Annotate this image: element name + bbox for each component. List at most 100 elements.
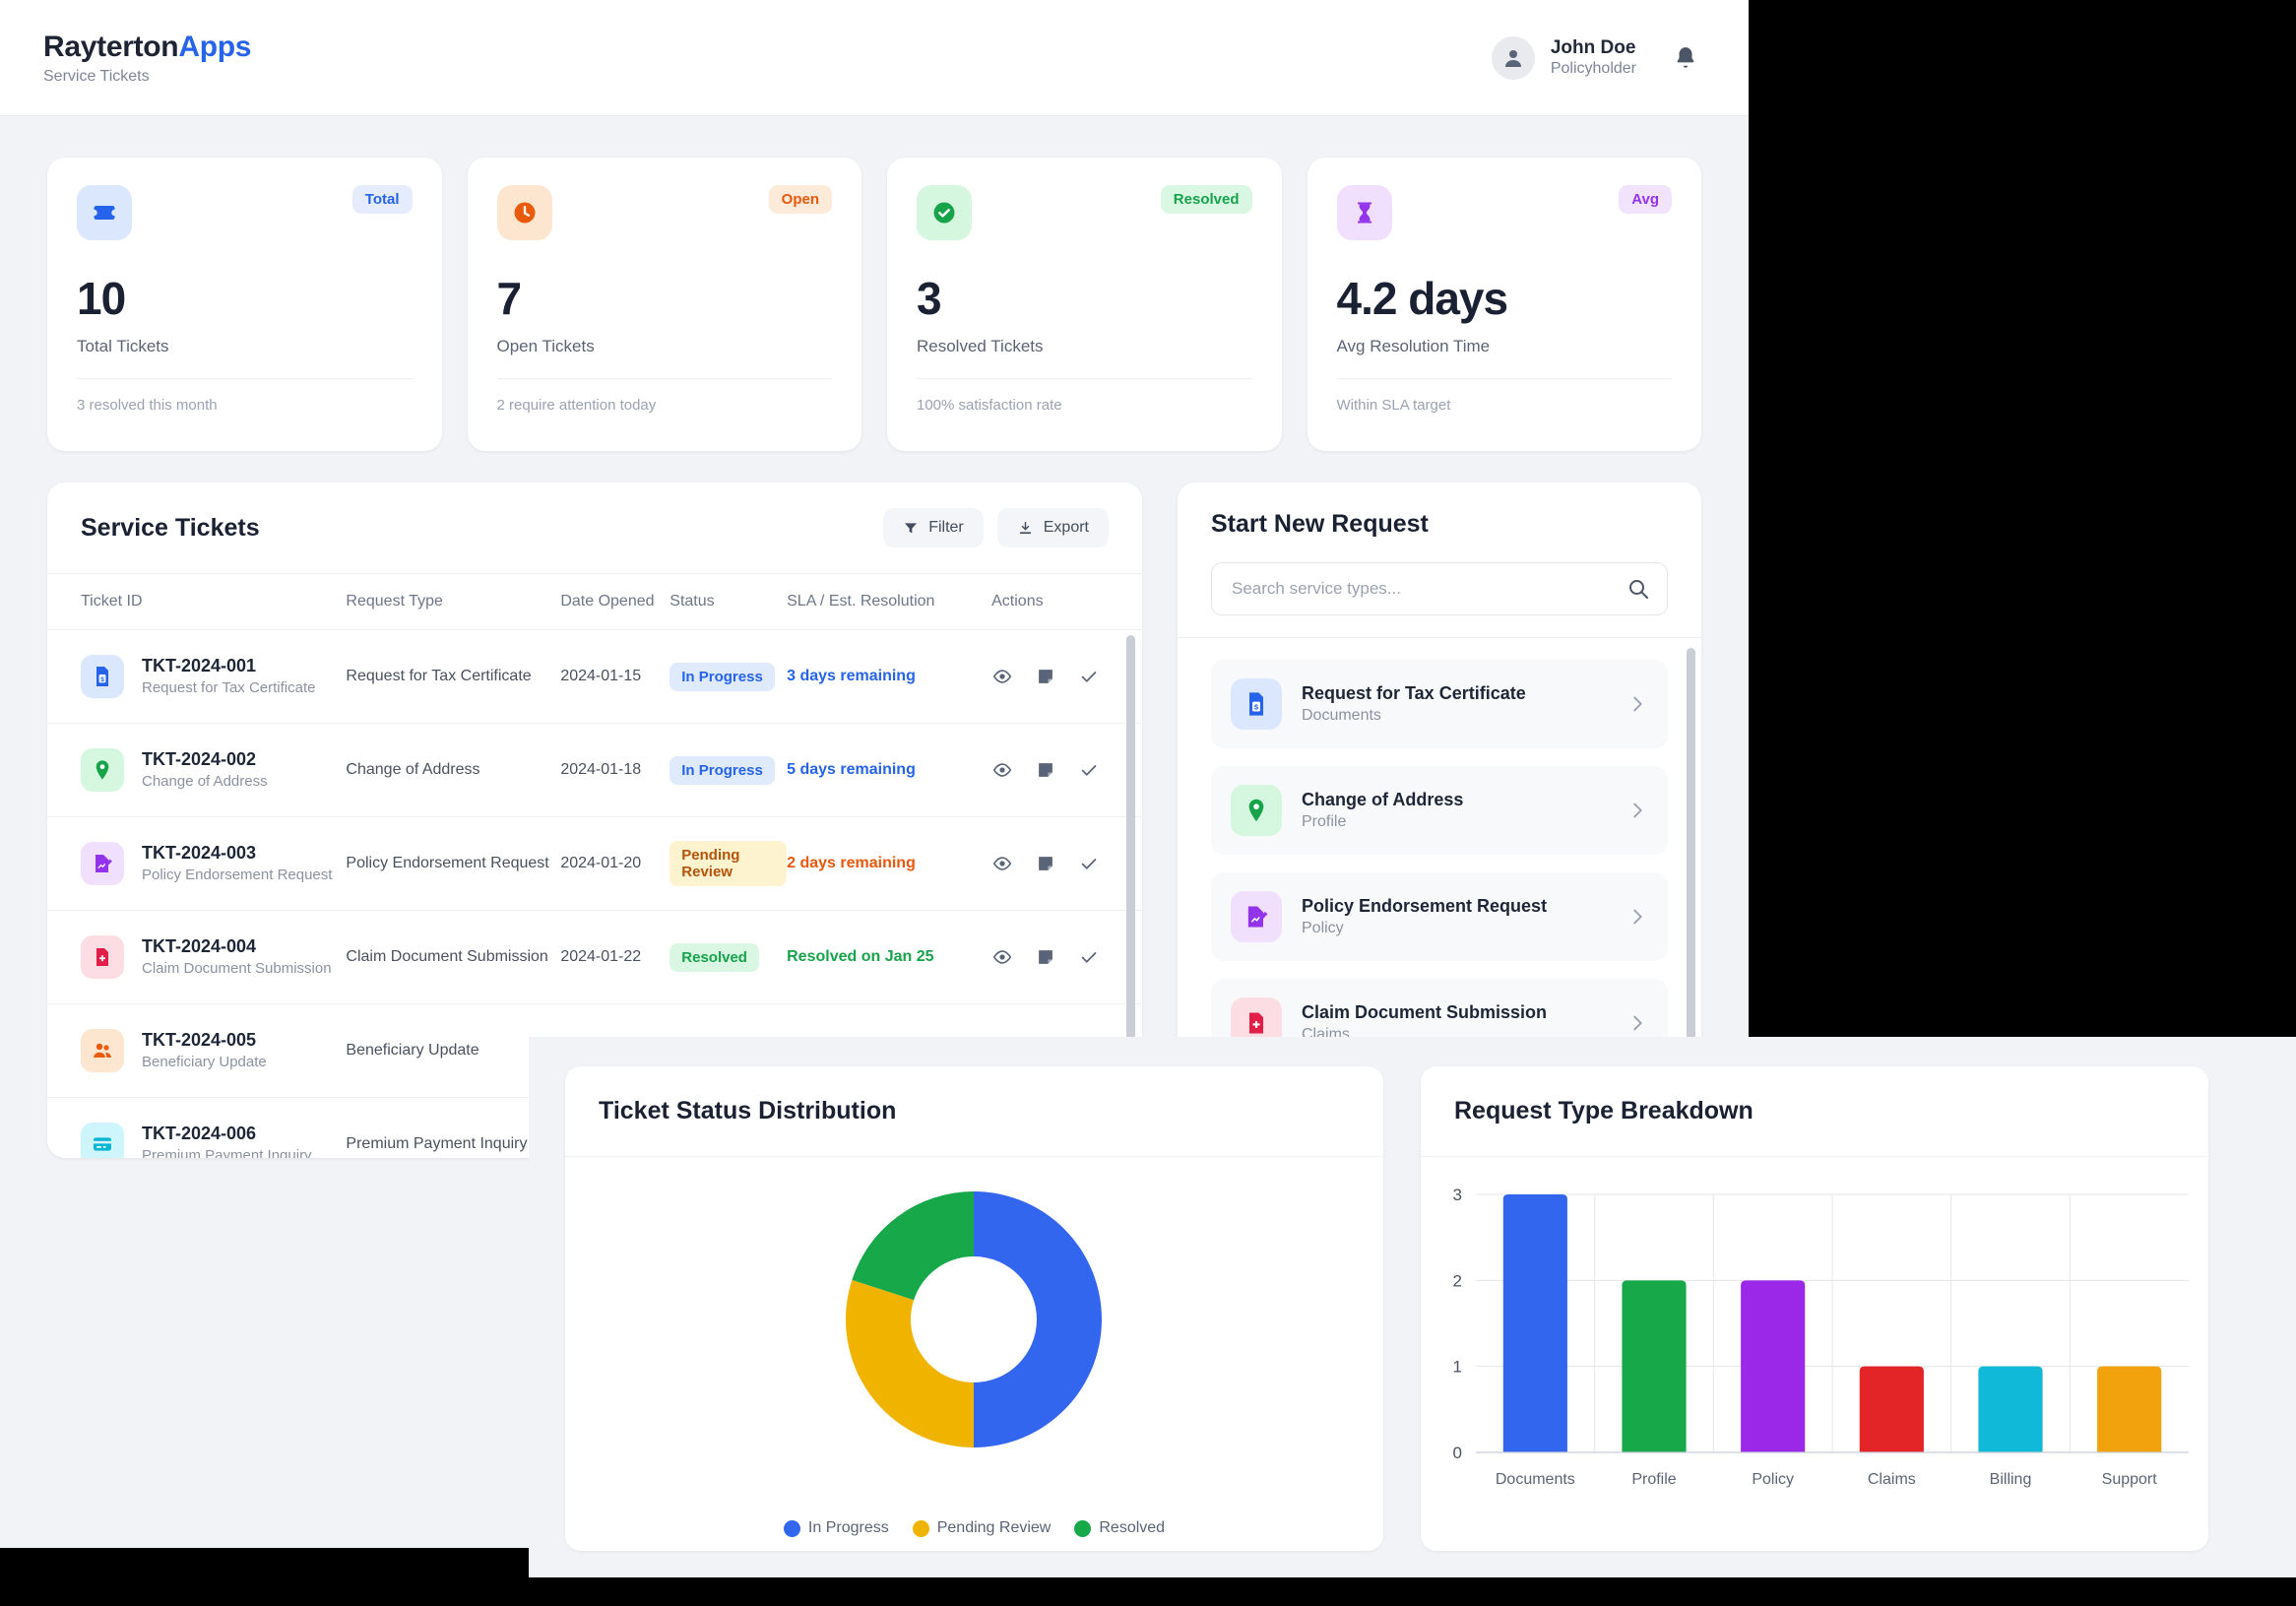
request-type-item[interactable]: Change of Address Profile <box>1211 766 1668 855</box>
actions-cell <box>991 946 1109 968</box>
request-scrollbar-thumb[interactable] <box>1687 648 1695 1061</box>
tax-document-icon-wrap: $ <box>81 655 124 698</box>
claim-document-icon <box>96 948 108 966</box>
donut-slice-in-progress[interactable] <box>974 1191 1102 1447</box>
note-icon[interactable] <box>1035 946 1056 968</box>
note-icon[interactable] <box>1035 666 1056 687</box>
ticket-status-distribution-card: Ticket Status Distribution In Progress Pe… <box>565 1066 1383 1551</box>
ticket-subtitle: Claim Document Submission <box>142 959 332 977</box>
ticket-subtitle: Change of Address <box>142 772 268 790</box>
table-row[interactable]: TKT-2024-002 Change of Address Change of A… <box>47 724 1142 817</box>
edit-document-icon-wrap <box>81 842 124 885</box>
note-icon[interactable] <box>1035 853 1056 874</box>
request-type-cell: Policy Endorsement Request <box>346 855 549 871</box>
legend-item[interactable]: Resolved <box>1074 1519 1165 1537</box>
ticket-id: TKT-2024-003 <box>142 843 257 864</box>
app-window: RaytertonApps Service Tickets John Doe P… <box>0 0 1749 1548</box>
tickets-scrollbar-thumb[interactable] <box>1126 635 1135 1123</box>
stat-card-resolved: Resolved 3 Resolved Tickets 100% satisfa… <box>887 158 1282 451</box>
tickets-panel-actions: Filter Export <box>883 508 1109 547</box>
table-row[interactable]: $ TKT-2024-001 Request for Tax Certificate… <box>47 630 1142 724</box>
donut-slice-resolved[interactable] <box>852 1191 974 1301</box>
legend-item[interactable]: Pending Review <box>912 1519 1051 1537</box>
check-icon[interactable] <box>1078 759 1100 781</box>
ticket-subtitle: Beneficiary Update <box>142 1053 267 1070</box>
status-chart-legend: In Progress Pending Review Resolved <box>565 1519 1383 1537</box>
bar-billing[interactable] <box>1978 1366 2043 1452</box>
request-type-item[interactable]: $ Request for Tax Certificate Documents <box>1211 660 1668 748</box>
request-item-name: Request for Tax Certificate <box>1302 683 1526 704</box>
hourglass-icon-wrap <box>1336 185 1392 240</box>
map-pin-icon <box>96 760 109 780</box>
download-icon <box>1019 521 1031 534</box>
check-icon[interactable] <box>1078 853 1100 874</box>
request-type-item[interactable]: Policy Endorsement Request Policy <box>1211 872 1668 961</box>
user-text: John Doe Policyholder <box>1551 36 1636 80</box>
bar-documents[interactable] <box>1502 1194 1567 1452</box>
sla-cell: 3 days remaining <box>787 668 916 684</box>
sla-cell: 5 days remaining <box>787 761 916 778</box>
chevron-right-icon <box>1633 909 1642 925</box>
tax-document-icon: $ <box>1249 692 1263 716</box>
request-type-cell: Claim Document Submission <box>346 948 548 965</box>
people-icon <box>94 1043 111 1058</box>
check-icon[interactable] <box>1078 946 1100 968</box>
ticket-id-cell: TKT-2024-006 Premium Payment Inquiry <box>81 1123 346 1158</box>
eye-icon[interactable] <box>991 853 1013 874</box>
filter-button[interactable]: Filter <box>883 508 984 547</box>
check-icon[interactable] <box>1078 666 1100 687</box>
status-cell: Resolved <box>670 942 787 972</box>
bar-claims[interactable] <box>1859 1366 1924 1452</box>
credit-card-icon <box>94 1137 111 1151</box>
brand-subtitle: Service Tickets <box>43 67 150 85</box>
x-axis-tick-label: Claims <box>1868 1471 1916 1488</box>
svg-text:$: $ <box>1254 703 1259 712</box>
search-input[interactable] <box>1211 562 1668 615</box>
request-type-cell: Change of Address <box>346 761 480 778</box>
request-item-category: Documents <box>1302 707 1381 725</box>
legend-item[interactable]: In Progress <box>783 1519 889 1537</box>
edit-document-icon-wrap <box>1231 891 1282 942</box>
request-panel-header: Start New Request <box>1178 482 1701 637</box>
stat-card-resolved-top: Resolved <box>917 185 1252 240</box>
export-button[interactable]: Export <box>996 508 1109 547</box>
stat-value-total: 10 <box>77 273 126 324</box>
eye-icon[interactable] <box>991 666 1013 687</box>
notifications-button[interactable] <box>1666 38 1705 78</box>
ticket-id-cell: TKT-2024-005 Beneficiary Update <box>81 1029 346 1072</box>
actions-cell <box>991 666 1109 687</box>
actions-cell <box>991 853 1109 874</box>
note-icon[interactable] <box>1035 759 1056 781</box>
donut-slice-pending-review[interactable] <box>846 1279 974 1447</box>
user-name: John Doe <box>1550 36 1636 58</box>
status-badge: Pending Review <box>670 841 788 886</box>
divider <box>496 378 832 379</box>
brand-name-accent: Apps <box>178 30 252 63</box>
eye-icon[interactable] <box>991 759 1013 781</box>
eye-icon[interactable] <box>991 946 1013 968</box>
status-chart-header: Ticket Status Distribution <box>565 1066 1383 1157</box>
table-row[interactable]: TKT-2024-006 Premium Payment Inquiry Premi… <box>47 1098 1142 1158</box>
request-type-cell: Beneficiary Update <box>346 1042 479 1059</box>
stat-card-open-top: Open <box>496 185 832 240</box>
tickets-table-header: Ticket ID Request Type Date Opened Statu… <box>47 573 1142 630</box>
bar-profile[interactable] <box>1622 1280 1687 1452</box>
y-axis-tick-label: 3 <box>1453 1186 1462 1204</box>
y-axis-tick-label: 2 <box>1453 1271 1462 1290</box>
user-menu[interactable]: John Doe Policyholder <box>1491 35 1636 80</box>
tax-document-icon-wrap: $ <box>1231 678 1282 730</box>
table-row[interactable]: TKT-2024-004 Claim Document Submission Cla… <box>47 911 1142 1004</box>
divider <box>917 378 1252 379</box>
ticket-id: TKT-2024-002 <box>142 749 257 770</box>
stat-card-avg-resolution: Avg 4.2 days Avg Resolution Time Within … <box>1307 158 1701 451</box>
stat-chip-total: Total <box>351 185 413 214</box>
types-chart-body: 0 1 2 3 Documents Profile Policy Claims Billing S… <box>1421 1157 2208 1551</box>
table-row[interactable]: TKT-2024-003 Policy Endorsement Request Po… <box>47 817 1142 911</box>
ticket-id: TKT-2024-004 <box>142 936 257 957</box>
stat-value-avg: 4.2 days <box>1336 273 1509 324</box>
svg-text:$: $ <box>100 676 104 683</box>
bar-policy[interactable] <box>1741 1280 1806 1452</box>
bar-support[interactable] <box>2097 1366 2162 1452</box>
bell-icon <box>1677 46 1694 68</box>
request-type-cell: Request for Tax Certificate <box>346 668 532 684</box>
